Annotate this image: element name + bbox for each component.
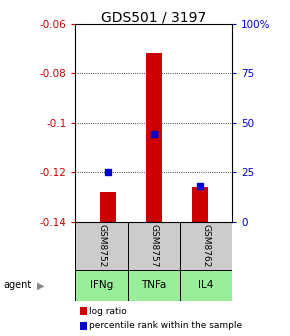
Text: agent: agent bbox=[3, 280, 31, 290]
Text: GDS501 / 3197: GDS501 / 3197 bbox=[101, 10, 206, 24]
Text: GSM8757: GSM8757 bbox=[149, 224, 158, 267]
Text: TNFa: TNFa bbox=[141, 280, 166, 290]
Bar bbox=[75, 221, 128, 270]
Text: GSM8752: GSM8752 bbox=[97, 224, 106, 267]
Text: IL4: IL4 bbox=[198, 280, 214, 290]
Text: IFNg: IFNg bbox=[90, 280, 113, 290]
Text: ▶: ▶ bbox=[37, 280, 44, 290]
Bar bbox=[180, 221, 232, 270]
Bar bbox=[128, 270, 180, 301]
Bar bbox=[75, 270, 128, 301]
Bar bbox=[146, 53, 162, 221]
Bar bbox=[128, 221, 180, 270]
Text: GSM8762: GSM8762 bbox=[201, 224, 211, 267]
Bar bbox=[99, 192, 116, 221]
Bar bbox=[180, 270, 232, 301]
Text: log ratio: log ratio bbox=[90, 306, 127, 316]
Text: percentile rank within the sample: percentile rank within the sample bbox=[90, 322, 243, 331]
Bar bbox=[80, 322, 87, 330]
Bar bbox=[80, 307, 87, 315]
Bar bbox=[192, 187, 208, 221]
